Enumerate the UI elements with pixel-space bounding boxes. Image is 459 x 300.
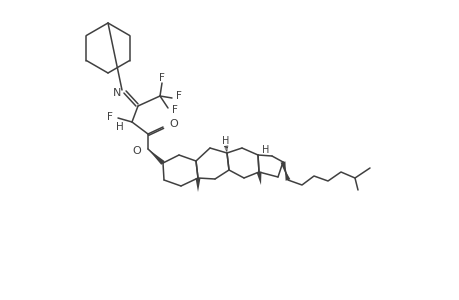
Polygon shape <box>285 170 290 181</box>
Text: O: O <box>132 146 141 156</box>
Text: F: F <box>159 73 165 83</box>
Text: N: N <box>112 88 121 98</box>
Text: H: H <box>262 145 269 155</box>
Text: F: F <box>172 105 178 115</box>
Polygon shape <box>280 161 285 175</box>
Polygon shape <box>148 149 164 165</box>
Text: F: F <box>107 112 113 122</box>
Text: H: H <box>222 136 229 146</box>
Text: O: O <box>168 119 177 129</box>
Text: F: F <box>176 91 181 101</box>
Polygon shape <box>195 178 200 192</box>
Polygon shape <box>256 172 261 185</box>
Text: H: H <box>116 122 123 132</box>
